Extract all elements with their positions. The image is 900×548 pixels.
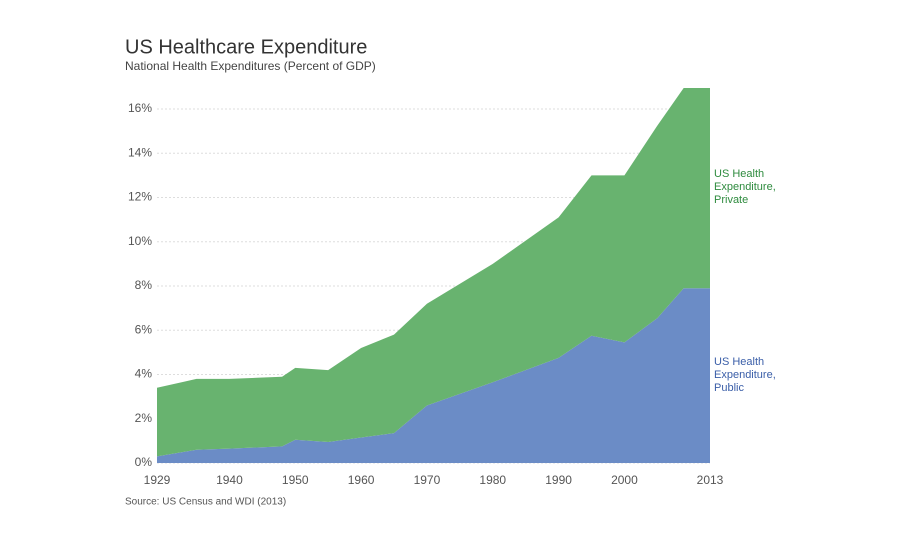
x-tick-label: 1990	[545, 473, 572, 487]
y-tick-label: 16%	[128, 101, 152, 115]
y-tick-label: 14%	[128, 145, 152, 159]
x-tick-label: 1950	[282, 473, 309, 487]
series-label: US Health Expenditure, Public	[714, 355, 776, 394]
x-tick-label: 2000	[611, 473, 638, 487]
y-tick-label: 8%	[135, 278, 153, 292]
source-note: Source: US Census and WDI (2013)	[125, 497, 286, 508]
y-tick-label: 6%	[135, 322, 153, 336]
chart-title: US Healthcare Expenditure	[125, 36, 367, 58]
y-tick-label: 0%	[135, 455, 153, 469]
y-tick-label: 12%	[128, 190, 152, 204]
x-tick-label: 1980	[479, 473, 506, 487]
area	[157, 288, 710, 463]
x-tick-label: 1970	[414, 473, 441, 487]
area	[157, 87, 710, 457]
x-tick-label: 1929	[144, 473, 171, 487]
x-tick-label: 1960	[348, 473, 375, 487]
chart-subtitle: National Health Expenditures (Percent of…	[125, 59, 376, 73]
y-tick-label: 2%	[135, 411, 153, 425]
x-tick-label: 2013	[697, 473, 724, 487]
series-label: US Health Expenditure, Private	[714, 168, 776, 207]
y-tick-label: 10%	[128, 234, 152, 248]
y-tick-label: 4%	[135, 367, 153, 381]
x-tick-label: 1940	[216, 473, 243, 487]
